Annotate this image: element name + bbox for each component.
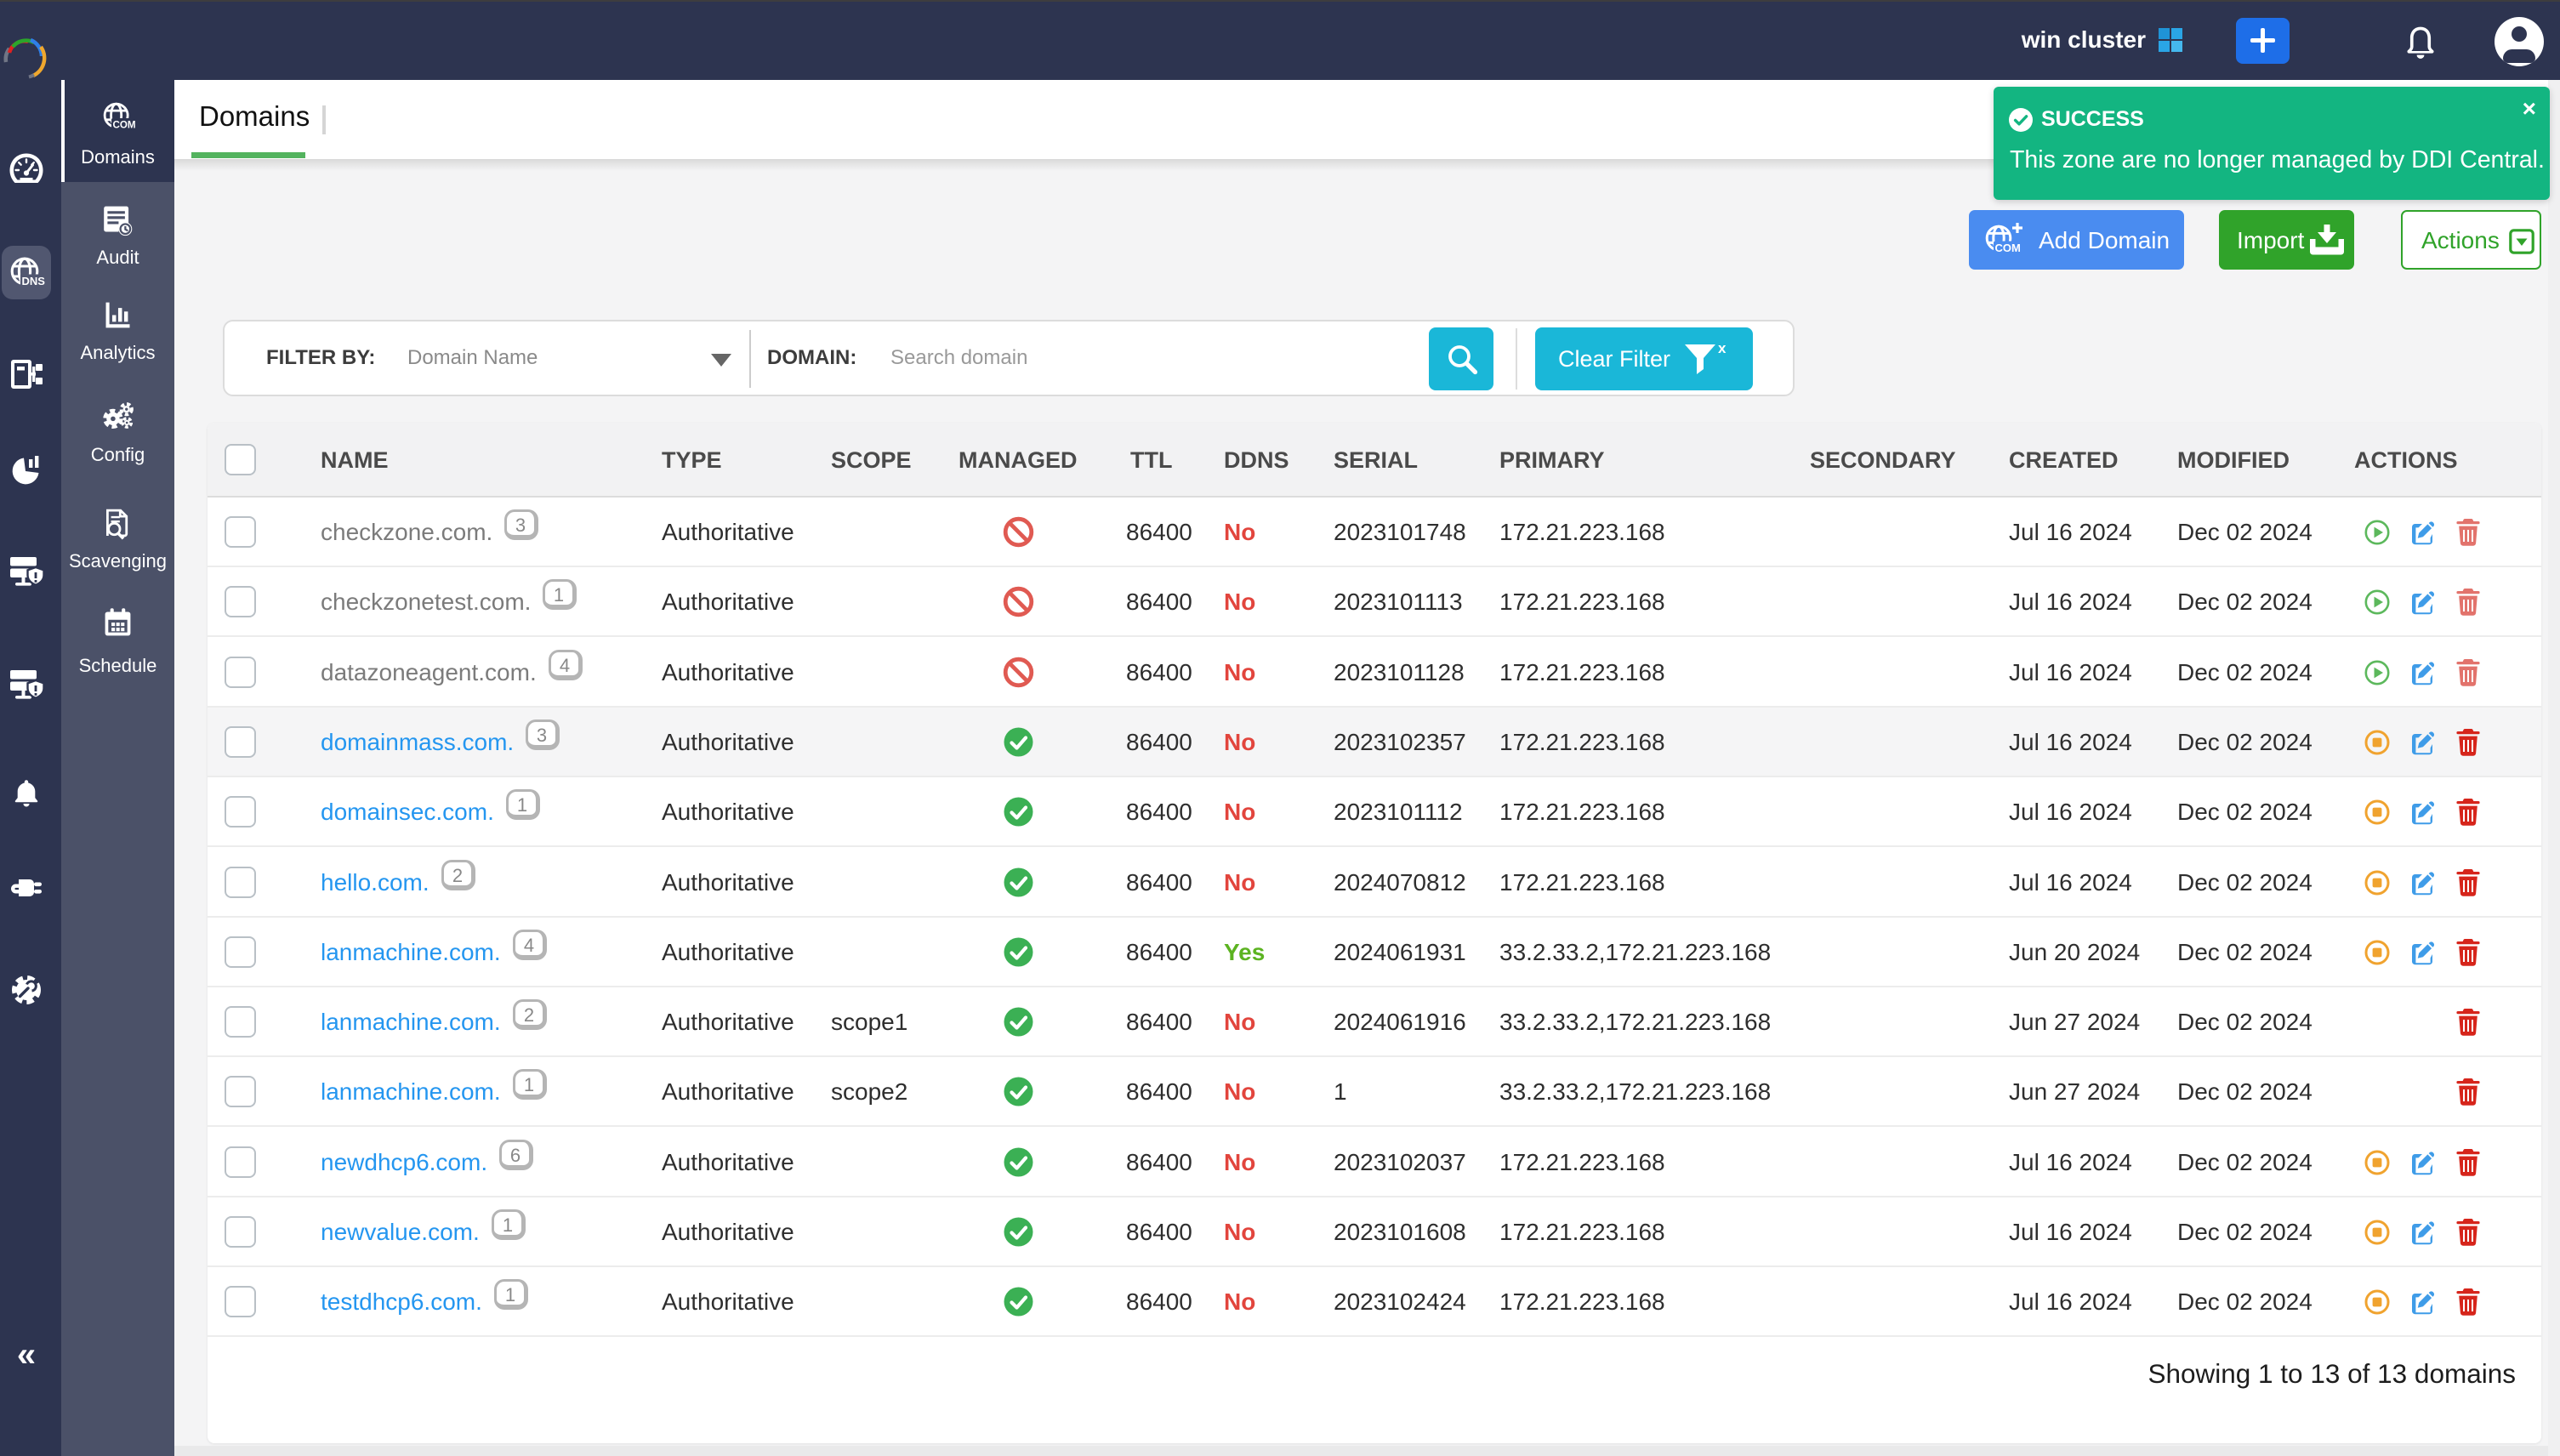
- svg-text:x: x: [1718, 340, 1727, 356]
- svg-text:COM: COM: [112, 120, 135, 131]
- svg-text:COM: COM: [1995, 242, 2021, 254]
- svg-text:DNS: DNS: [22, 275, 46, 287]
